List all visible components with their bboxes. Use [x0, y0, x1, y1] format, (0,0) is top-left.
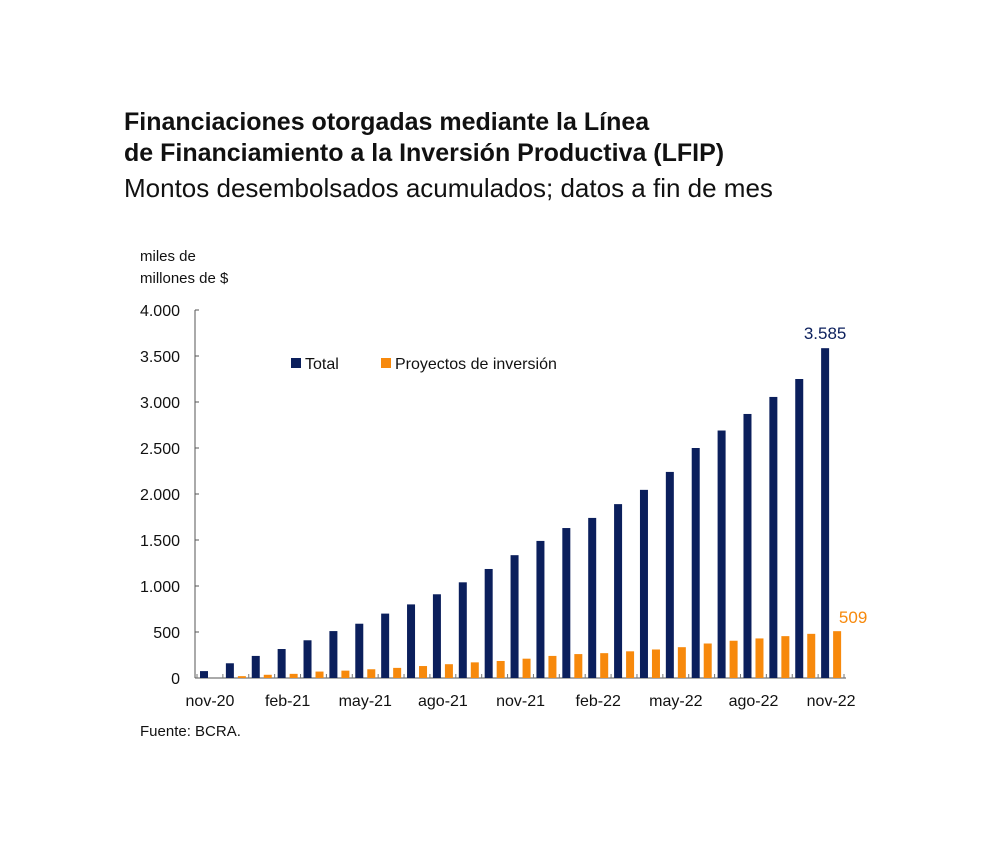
bar-total	[588, 517, 597, 678]
legend-swatch-proyectos	[381, 358, 391, 368]
bar-total	[743, 413, 752, 678]
y-axis-label-1: miles de	[140, 248, 196, 265]
x-tick-label: nov-22	[807, 693, 856, 710]
bar-total	[277, 649, 286, 678]
bar-total	[251, 655, 260, 678]
bar-proyectos	[677, 647, 686, 678]
y-tick-label: 3.500	[140, 349, 180, 366]
chart-subtitle: Montos desembolsados acumulados; datos a…	[124, 173, 773, 203]
bar-total	[639, 489, 648, 678]
chart-title: Financiaciones otorgadas mediante la Lín…	[124, 107, 724, 169]
x-tick-label: nov-21	[496, 693, 545, 710]
y-tick-label: 0	[171, 671, 180, 688]
data-label-total: 3.585	[804, 324, 847, 343]
y-tick-label: 1.500	[140, 533, 180, 550]
bar-proyectos	[600, 653, 609, 678]
y-tick-label: 500	[153, 625, 180, 642]
x-tick-label: ago-22	[729, 693, 779, 710]
bar-total	[795, 379, 804, 678]
bar-total	[432, 594, 441, 678]
bar-total	[381, 613, 390, 678]
y-tick-label: 1.000	[140, 579, 180, 596]
bar-proyectos	[703, 643, 712, 678]
data-label-proyectos: 509	[839, 608, 867, 627]
bar-proyectos	[574, 654, 583, 678]
bar-proyectos	[315, 671, 324, 678]
y-tick-label: 3.000	[140, 395, 180, 412]
y-tick-label: 4.000	[140, 303, 180, 320]
bar-proyectos	[781, 636, 790, 678]
x-tick-label: nov-20	[186, 693, 235, 710]
bar-proyectos	[470, 662, 479, 678]
x-tick-label: ago-21	[418, 693, 468, 710]
legend-label-total: Total	[305, 356, 339, 373]
x-tick-label: feb-21	[265, 693, 310, 710]
bar-proyectos	[237, 676, 246, 678]
bar-total	[200, 671, 208, 678]
bar-proyectos	[651, 649, 660, 678]
bar-total	[329, 631, 338, 678]
source-note: Fuente: BCRA.	[140, 723, 241, 740]
bar-proyectos	[522, 658, 531, 678]
bar-proyectos	[393, 667, 402, 678]
x-tick-label: may-22	[649, 693, 702, 710]
y-axis-label-2: millones de $	[140, 270, 229, 287]
legend-swatch-total	[291, 358, 301, 368]
bar-proyectos	[626, 651, 635, 678]
bar-proyectos	[755, 638, 764, 678]
bar-proyectos	[548, 655, 557, 678]
bar-proyectos	[341, 670, 350, 678]
bar-total	[458, 582, 467, 678]
bar-total	[355, 623, 364, 678]
bar-proyectos	[729, 640, 738, 678]
title-line-1: Financiaciones otorgadas mediante la Lín…	[124, 108, 650, 136]
bar-total	[691, 448, 700, 678]
bar-proyectos	[367, 669, 376, 678]
bar-proyectos	[496, 660, 505, 678]
bar-proyectos	[807, 633, 816, 678]
bar-total	[614, 504, 623, 678]
title-line-2: de Financiamiento a la Inversión Product…	[124, 139, 725, 167]
bar-total	[225, 663, 234, 678]
x-tick-label: feb-22	[576, 693, 621, 710]
bar-proyectos	[419, 666, 428, 678]
bar-total	[717, 430, 726, 678]
bar-total	[510, 555, 519, 678]
bar-total	[536, 540, 545, 678]
legend-label-proyectos: Proyectos de inversión	[395, 356, 557, 373]
bar-total	[407, 604, 416, 678]
bar-proyectos	[444, 664, 453, 678]
bar-total	[562, 528, 571, 678]
bar-proyectos	[833, 631, 842, 678]
bar-proyectos	[263, 674, 272, 678]
y-tick-label: 2.000	[140, 487, 180, 504]
bar-total	[821, 348, 830, 678]
bar-total	[484, 568, 493, 678]
y-tick-label: 2.500	[140, 441, 180, 458]
x-tick-label: may-21	[339, 693, 392, 710]
bar-total	[303, 640, 312, 678]
bar-total	[665, 471, 674, 678]
bar-proyectos	[289, 673, 298, 678]
bar-total	[769, 396, 778, 678]
